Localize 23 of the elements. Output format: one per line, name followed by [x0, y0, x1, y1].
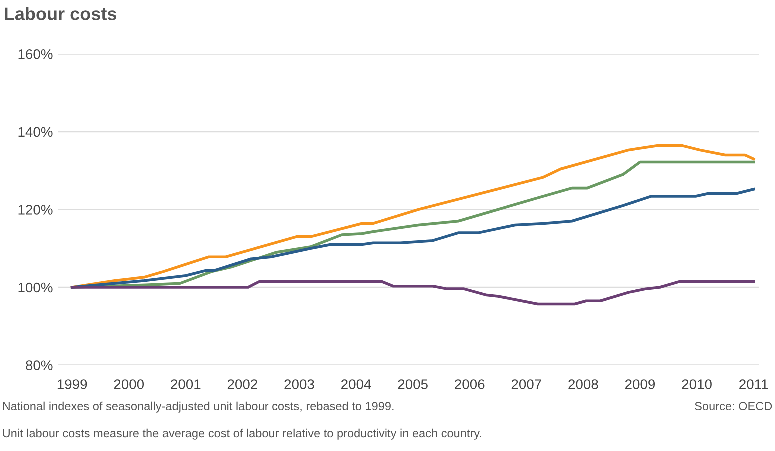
- y-tick-label: 120%: [18, 205, 53, 215]
- x-tick-label: 1999: [58, 380, 88, 390]
- x-tick-label: 2002: [228, 380, 258, 390]
- x-tick-label: 2008: [568, 380, 598, 390]
- text: Unit labour costs measure the average cost of labour relative to productivity in each country.: [3, 428, 482, 440]
- x-tick-label: 2004: [342, 380, 372, 390]
- source-note: Source: OECD: [695, 402, 772, 411]
- x-tick-label: 2006: [455, 380, 485, 390]
- x-tick-label: 2010: [682, 380, 712, 390]
- text: National indexes of seasonally-adjusted unit labour costs, rebased to 1999.: [3, 402, 394, 413]
- x-tick-label: 2007: [512, 380, 542, 390]
- x-tick-label: 2009: [625, 380, 656, 390]
- y-tick-label: 100%: [18, 282, 53, 293]
- y-tick-label: 140%: [18, 127, 53, 138]
- y-tick-label: 80%: [26, 360, 53, 370]
- chart-title: Labour costs: [5, 7, 116, 20]
- x-tick-label: 2011: [740, 380, 768, 390]
- y-tick-label: 160%: [18, 49, 53, 60]
- line-series: [70, 280, 756, 306]
- x-tick-label: 2003: [284, 380, 314, 390]
- x-tick-label: 2000: [114, 380, 144, 390]
- x-tick-label: 2001: [171, 380, 201, 390]
- x-tick-label: 2005: [398, 380, 428, 390]
